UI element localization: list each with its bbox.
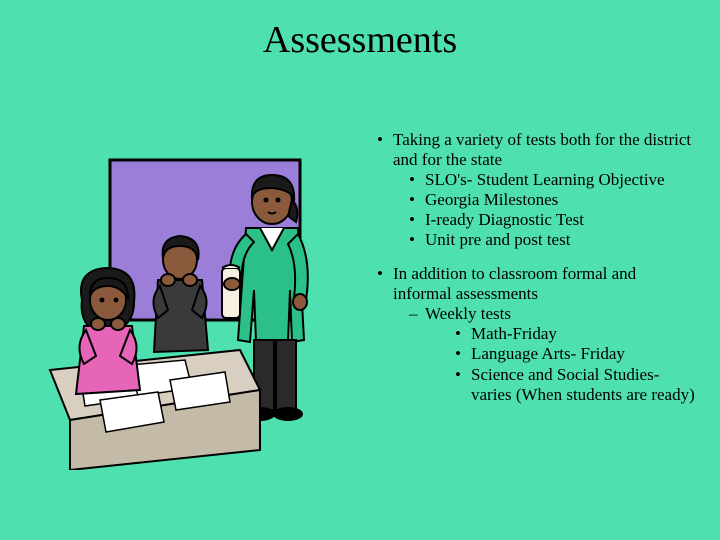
- bullet-text: Math-Friday: [471, 324, 557, 343]
- list-item: Language Arts- Friday: [453, 344, 695, 364]
- bullet-text: Unit pre and post test: [425, 230, 570, 249]
- list-item: In addition to classroom formal and info…: [375, 264, 695, 404]
- bullet-list: Taking a variety of tests both for the d…: [375, 130, 695, 419]
- bullet-text: Weekly tests: [425, 304, 511, 323]
- list-item: Unit pre and post test: [407, 230, 695, 250]
- list-item: Taking a variety of tests both for the d…: [375, 130, 695, 250]
- content-area: Taking a variety of tests both for the d…: [0, 120, 720, 520]
- bullet-text: I-ready Diagnostic Test: [425, 210, 584, 229]
- list-item: Georgia Milestones: [407, 190, 695, 210]
- list-item: Math-Friday: [453, 324, 695, 344]
- bullet-text: Taking a variety of tests both for the d…: [393, 130, 691, 169]
- page-title: Assessments: [0, 0, 720, 62]
- list-item: Science and Social Studies- varies (When…: [453, 365, 695, 405]
- list-item: Weekly tests Math-Friday Language Arts- …: [407, 304, 695, 404]
- bullet-text: In addition to classroom formal and info…: [393, 264, 636, 303]
- bullet-text: SLO's- Student Learning Objective: [425, 170, 665, 189]
- bullet-text: Language Arts- Friday: [471, 344, 625, 363]
- list-item: I-ready Diagnostic Test: [407, 210, 695, 230]
- classroom-illustration: [40, 150, 360, 470]
- bullet-text: Georgia Milestones: [425, 190, 558, 209]
- bullet-text: Science and Social Studies- varies (When…: [471, 365, 695, 404]
- list-item: SLO's- Student Learning Objective: [407, 170, 695, 190]
